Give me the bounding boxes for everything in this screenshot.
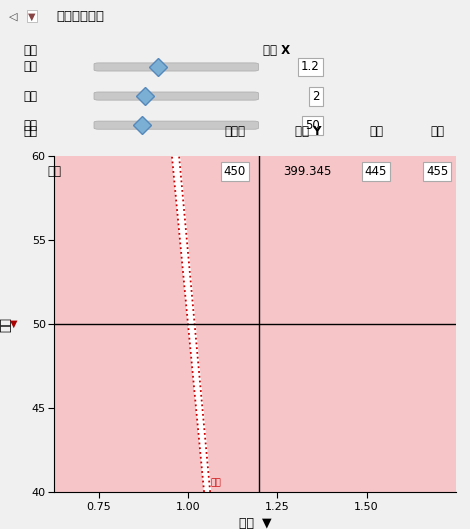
Y-axis label: 硅烷: 硅烷 (0, 316, 12, 332)
Text: ▼: ▼ (28, 12, 36, 21)
Text: 455: 455 (426, 165, 448, 178)
Text: 等高线刻画器: 等高线刻画器 (56, 10, 104, 23)
Text: 上限: 上限 (430, 125, 444, 138)
Text: 拉伸: 拉伸 (47, 165, 61, 178)
Text: 硅烷: 硅烷 (24, 118, 38, 132)
Text: 下限: 下限 (369, 125, 383, 138)
Text: 等高线: 等高线 (225, 125, 245, 138)
Text: ▼: ▼ (10, 319, 18, 329)
Text: 响应: 响应 (24, 125, 38, 138)
Text: 450: 450 (224, 165, 246, 178)
Text: 1.2: 1.2 (301, 60, 320, 74)
FancyBboxPatch shape (94, 121, 258, 129)
Text: 硫磺: 硫磺 (24, 89, 38, 103)
X-axis label: 硅石  ▼: 硅石 ▼ (239, 517, 271, 529)
Text: 硅石: 硅石 (24, 60, 38, 74)
Text: 当前 X: 当前 X (263, 44, 290, 57)
Text: 445: 445 (365, 165, 387, 178)
Text: 2: 2 (312, 89, 320, 103)
Text: 当前 Y: 当前 Y (295, 125, 321, 138)
FancyBboxPatch shape (94, 168, 212, 176)
Text: 因子: 因子 (24, 44, 38, 57)
Text: 399.345: 399.345 (284, 165, 332, 178)
FancyBboxPatch shape (94, 92, 258, 100)
FancyBboxPatch shape (94, 63, 258, 71)
Text: 拉伸: 拉伸 (211, 478, 221, 487)
Text: ◁: ◁ (9, 12, 18, 21)
Text: 50: 50 (305, 118, 320, 132)
